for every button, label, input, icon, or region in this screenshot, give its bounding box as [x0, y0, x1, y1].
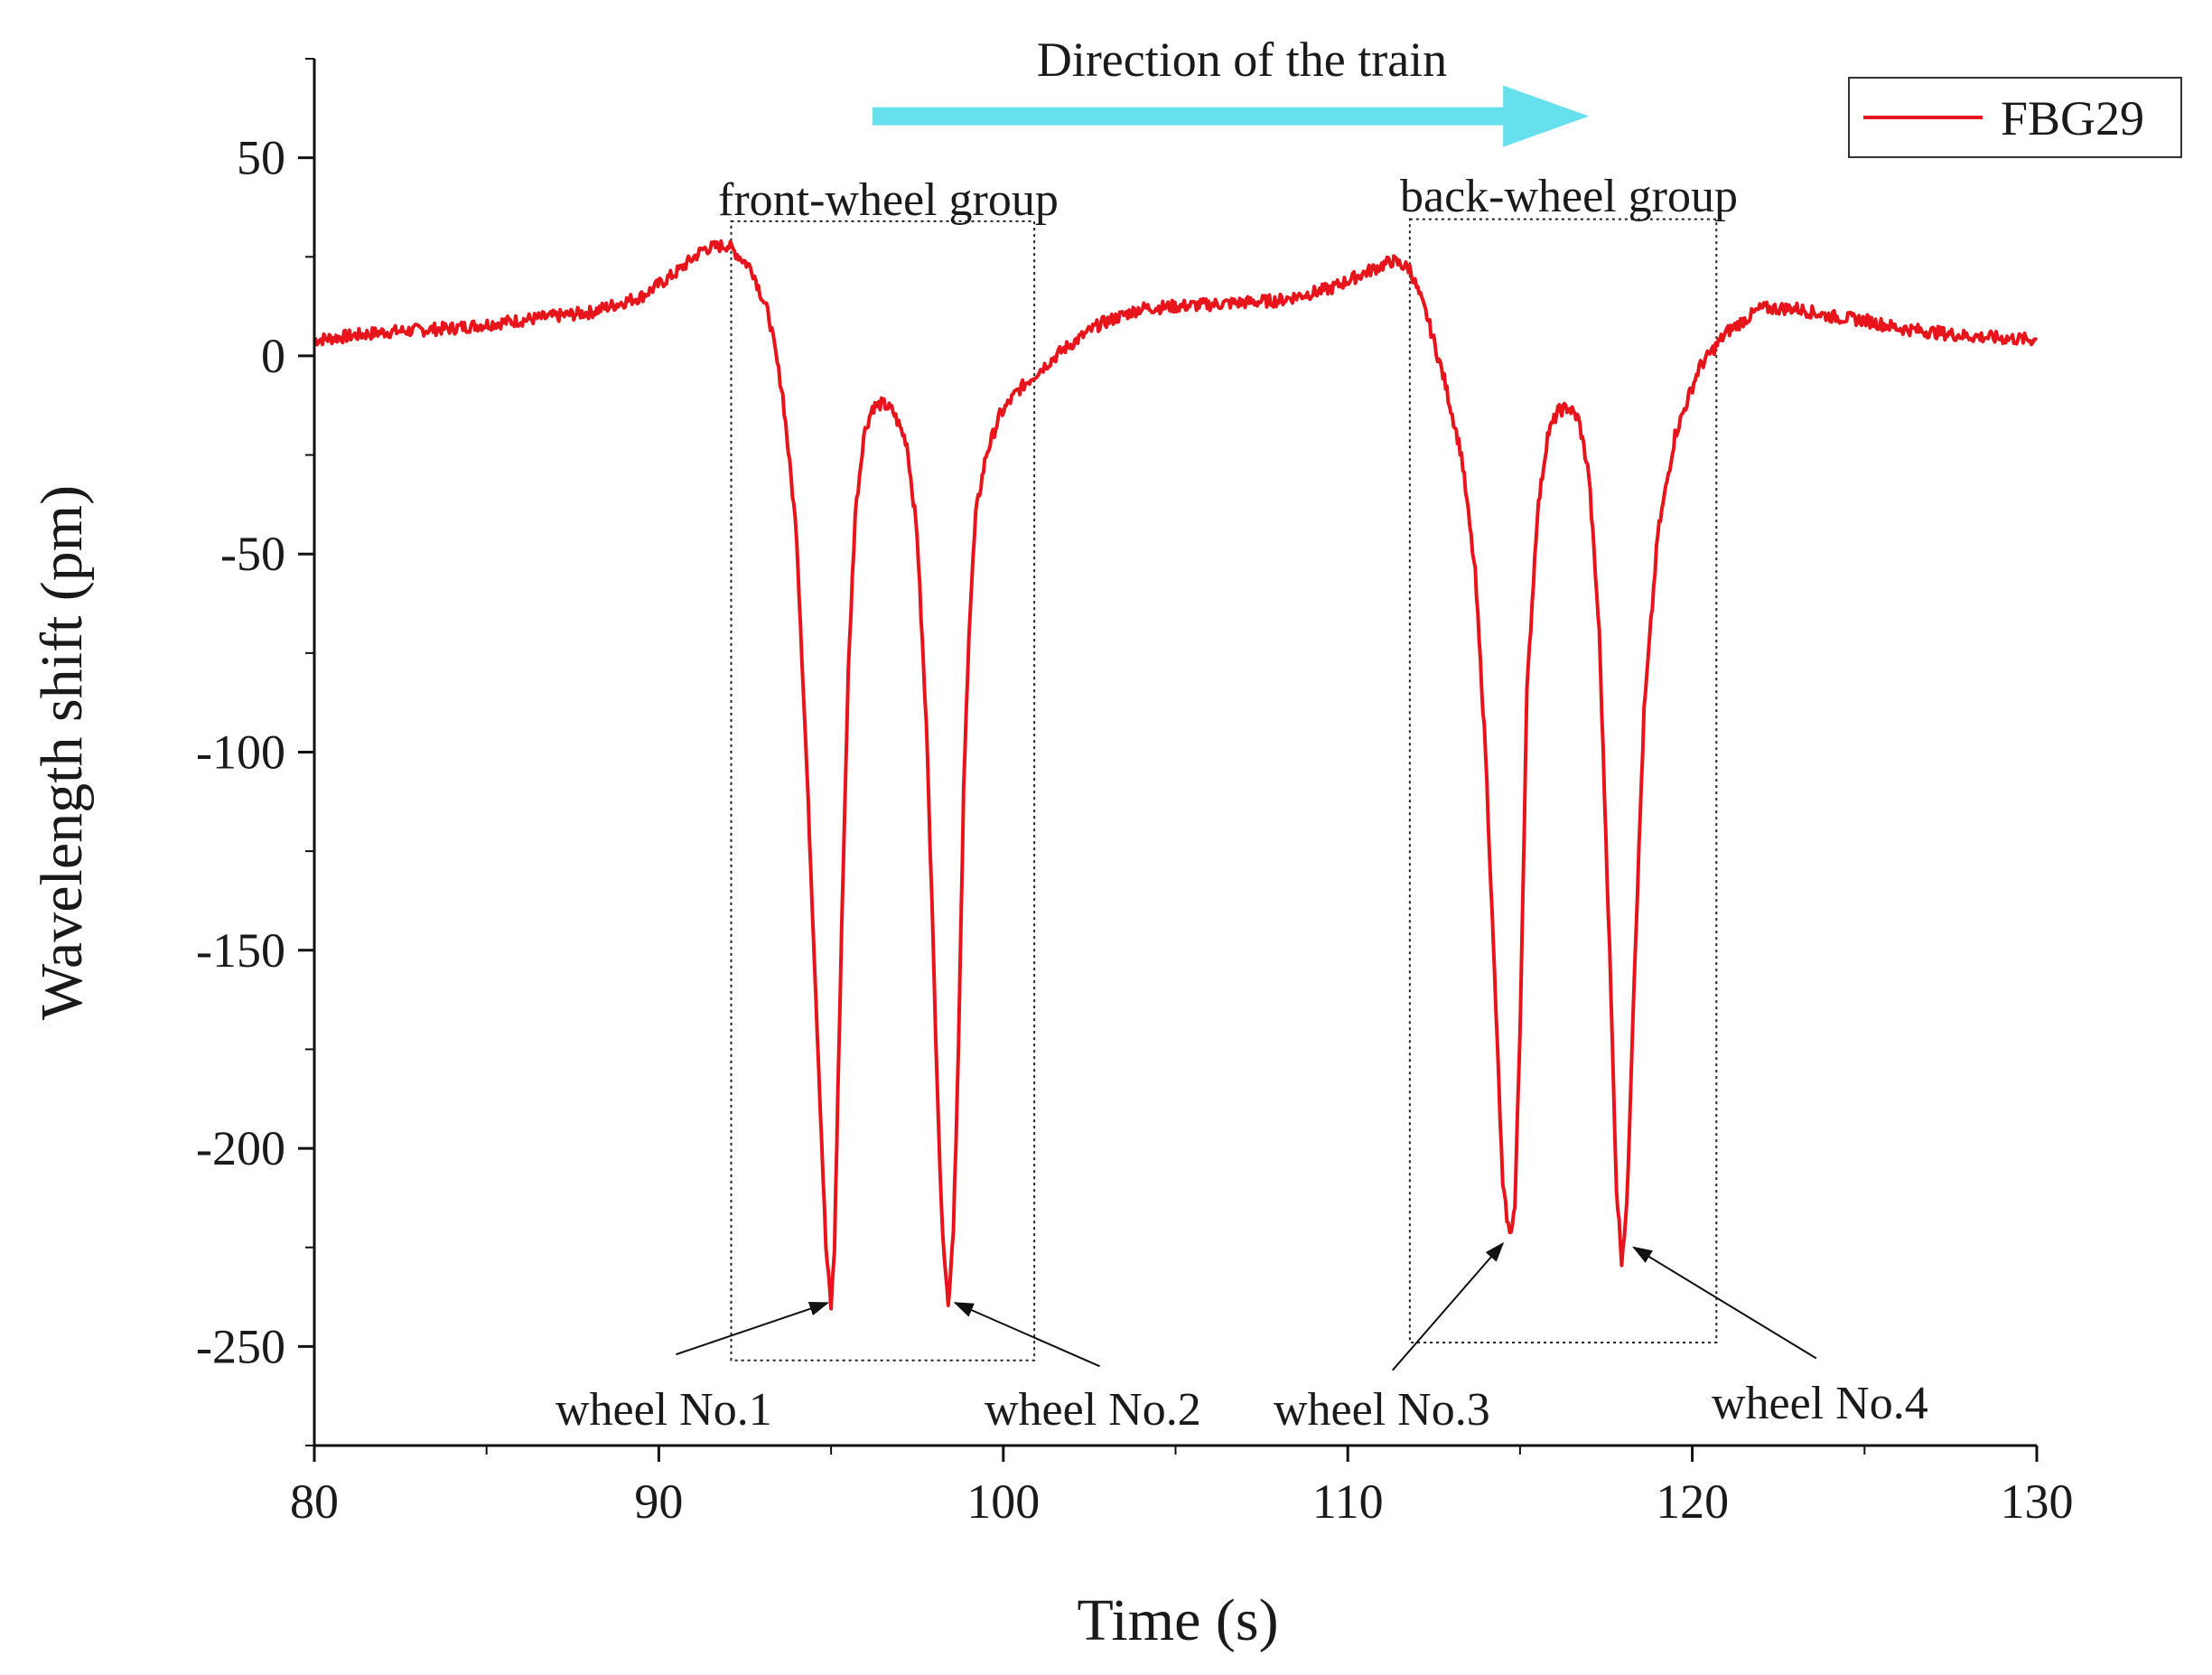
y-tick-label: -50: [220, 527, 285, 581]
x-tick-label: 130: [2001, 1474, 2074, 1529]
wheel-2-arrow: [953, 1302, 1100, 1368]
wheel-1-label: wheel No.1: [555, 1384, 772, 1436]
y-tick-label: -250: [196, 1319, 285, 1373]
wheel-1-arrow: [676, 1301, 830, 1356]
y-tick-label: 50: [237, 131, 285, 185]
legend: FBG29: [1848, 77, 2182, 158]
y-axis-title: Wavelength shift (pm): [29, 485, 95, 1020]
back-wheel-group-box: [1408, 218, 1718, 1343]
x-tick-label: 120: [1656, 1474, 1729, 1529]
wheel-3-label: wheel No.3: [1274, 1384, 1490, 1436]
y-tick-label: -150: [196, 923, 285, 978]
series-line-fbg29: [313, 239, 2039, 1311]
wheel-4-label: wheel No.4: [1712, 1378, 1928, 1429]
x-tick-label: 110: [1312, 1474, 1384, 1529]
y-tick-label: -200: [196, 1121, 285, 1175]
wheel-2-label: wheel No.2: [985, 1384, 1201, 1436]
series-layer: [313, 239, 2039, 1311]
y-tick-label: -100: [196, 725, 285, 780]
x-tick-label: 100: [966, 1474, 1040, 1529]
x-tick-label: 80: [290, 1474, 339, 1529]
direction-of-train-label: Direction of the train: [1037, 33, 1447, 87]
front-wheel-group-box: [730, 220, 1036, 1362]
legend-label-fbg29: FBG29: [2001, 91, 2144, 145]
x-axis-title: Time (s): [1077, 1587, 1278, 1653]
axes-layer: 80 90 100 110 120 130 50 0 -50 -100 -150 -200 -250: [196, 58, 2074, 1529]
direction-arrow-head: [1503, 85, 1590, 147]
back-wheel-group-label: back-wheel group: [1400, 171, 1738, 222]
y-tick-label: 0: [261, 329, 285, 383]
annotation-layer: [676, 85, 1817, 1371]
wheel-3-arrow: [1392, 1241, 1505, 1371]
x-tick-label: 90: [634, 1474, 683, 1529]
front-wheel-group-label: front-wheel group: [718, 174, 1059, 226]
wheel-4-arrow: [1632, 1246, 1817, 1360]
